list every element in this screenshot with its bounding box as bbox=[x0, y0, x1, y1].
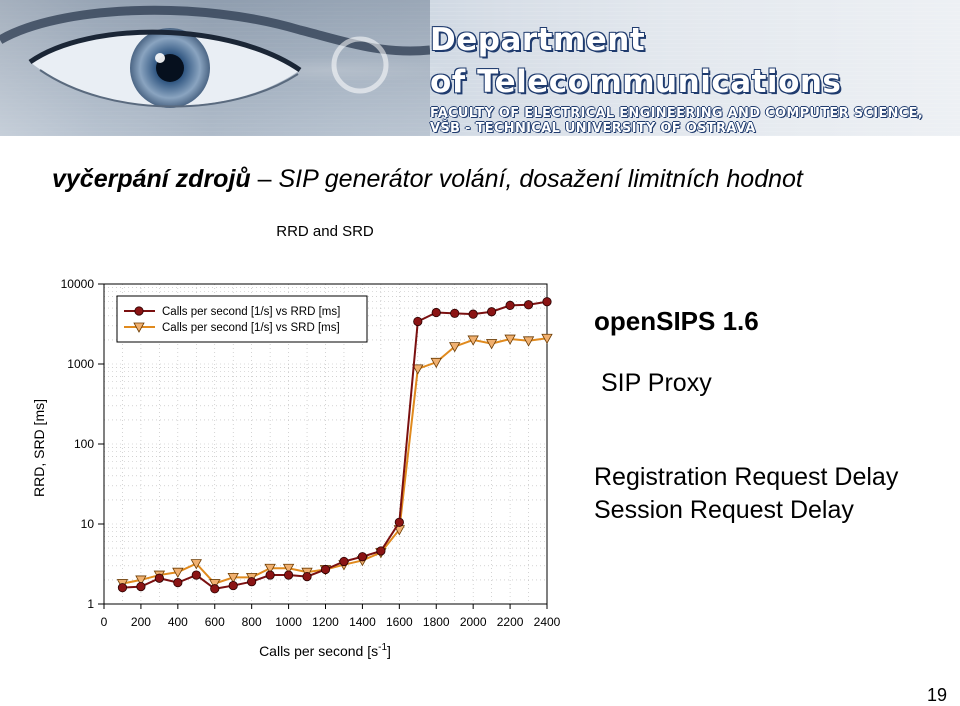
srd-data-point bbox=[467, 335, 479, 346]
legend-box bbox=[116, 295, 368, 343]
rrd-data-point bbox=[450, 308, 460, 318]
x-tick-label: 1800 bbox=[423, 615, 450, 629]
logo-faculty: FACULTY OF ELECTRICAL ENGINEERING AND CO… bbox=[430, 106, 923, 121]
rrd-data-point bbox=[117, 583, 128, 593]
series-layer bbox=[116, 297, 553, 594]
rrd-data-point bbox=[154, 573, 164, 583]
rrd-data-point bbox=[302, 572, 312, 582]
x-tick-label: 0 bbox=[101, 615, 108, 629]
srd-data-point bbox=[190, 559, 202, 570]
x-tick-label: 2000 bbox=[460, 615, 487, 629]
srd-data-point bbox=[282, 563, 295, 575]
srd-data-point bbox=[541, 333, 553, 345]
srd-data-point bbox=[209, 579, 221, 590]
rrd-data-point bbox=[523, 300, 534, 310]
rrd-data-point bbox=[283, 570, 294, 580]
rrd-data-point bbox=[542, 297, 552, 307]
rrd-data-point bbox=[468, 309, 478, 319]
srd-data-point bbox=[504, 334, 516, 345]
rrd-data-point bbox=[265, 570, 275, 580]
legend-swatch-marker bbox=[133, 322, 145, 333]
chart-legend: Calls per second [1/s] vs RRD [ms] Calls … bbox=[116, 295, 368, 343]
slide-title-rest: SIP generátor volání, dosažení limitních… bbox=[278, 165, 803, 193]
y-tick-label: 10000 bbox=[61, 277, 95, 291]
legend-swatch-marker bbox=[134, 306, 144, 316]
slide-title-dash: – bbox=[250, 165, 279, 193]
rrd-data-point bbox=[210, 584, 220, 594]
x-tick-label: 1400 bbox=[349, 615, 376, 629]
x-axis-label-end: ] bbox=[387, 643, 391, 659]
y-axis-label: RRD, SRD [ms] bbox=[31, 399, 47, 497]
rrd-data-point bbox=[136, 582, 146, 592]
y-tick-label: 100 bbox=[74, 437, 94, 451]
metric-srd-label: Session Request Delay bbox=[594, 496, 854, 524]
department-logo: Department of Telecommunications FACULTY… bbox=[430, 18, 940, 136]
x-tick-label: 2400 bbox=[534, 615, 561, 629]
rrd-data-point bbox=[191, 570, 201, 580]
rrd-series-line bbox=[122, 300, 548, 590]
rrd-data-point bbox=[247, 577, 257, 587]
x-axis-label-sup: -1 bbox=[378, 642, 387, 653]
rrd-data-point bbox=[173, 578, 183, 588]
eye-image bbox=[0, 0, 430, 136]
x-axis-label: Calls per second [s-1] bbox=[259, 642, 391, 659]
rrd-data-point bbox=[487, 307, 497, 317]
x-tick-label: 200 bbox=[131, 615, 151, 629]
slide-title: vyčerpání zdrojů – SIP generátor volání,… bbox=[52, 165, 803, 194]
x-tick-label: 2200 bbox=[497, 615, 524, 629]
x-tick-label: 600 bbox=[205, 615, 225, 629]
x-tick-label: 800 bbox=[242, 615, 262, 629]
x-tick-label: 1200 bbox=[312, 615, 339, 629]
x-tick-label: 400 bbox=[168, 615, 188, 629]
rrd-data-point bbox=[357, 552, 368, 562]
rrd-data-point bbox=[505, 300, 515, 311]
legend-label: Calls per second [1/s] vs SRD [ms] bbox=[162, 322, 340, 334]
y-tick-label: 1 bbox=[87, 597, 94, 611]
srd-data-point bbox=[412, 364, 424, 375]
rrd-data-point bbox=[431, 307, 441, 318]
srd-data-point bbox=[522, 336, 535, 347]
product-name: openSIPS 1.6 bbox=[594, 306, 759, 336]
srd-data-point bbox=[449, 342, 461, 353]
srd-data-point bbox=[430, 357, 442, 369]
srd-data-point bbox=[135, 575, 147, 586]
chart-title: RRD and SRD bbox=[276, 223, 374, 240]
slide-title-bold: vyčerpání zdrojů bbox=[52, 165, 251, 193]
header-banner: Department of Telecommunications FACULTY… bbox=[0, 0, 960, 136]
rrd-data-point bbox=[320, 564, 331, 575]
rrd-data-point bbox=[228, 580, 238, 591]
axis-ticks: 0 200 400 600 800 1000 1200 1400 1600 1800 2000 220… bbox=[61, 277, 561, 629]
srd-data-point bbox=[227, 573, 239, 584]
metric-rrd-label: Registration Request Delay bbox=[594, 463, 899, 491]
rrd-data-point bbox=[413, 316, 423, 327]
legend-label: Calls per second [1/s] vs RRD [ms] bbox=[162, 306, 340, 318]
srd-data-point bbox=[172, 567, 184, 578]
logo-department: Department bbox=[430, 22, 646, 58]
page-number: 19 bbox=[927, 685, 948, 705]
rrd-data-point bbox=[376, 546, 386, 556]
x-tick-label: 1600 bbox=[386, 615, 413, 629]
rrd-data-point bbox=[394, 517, 404, 527]
logo-university: VŠB - TECHNICAL UNIVERSITY OF OSTRAVA bbox=[430, 121, 756, 136]
y-tick-label: 10 bbox=[81, 517, 95, 531]
x-axis-label-main: Calls per second [s bbox=[259, 643, 378, 659]
rrd-data-point bbox=[339, 556, 349, 567]
srd-data-point bbox=[485, 339, 498, 350]
x-tick-label: 1000 bbox=[275, 615, 302, 629]
y-tick-label: 1000 bbox=[67, 357, 94, 371]
server-role: SIP Proxy bbox=[601, 369, 712, 397]
srd-series-line bbox=[122, 337, 548, 585]
logo-telecommunications: of Telecommunications bbox=[430, 64, 842, 100]
srd-data-point bbox=[264, 563, 276, 575]
